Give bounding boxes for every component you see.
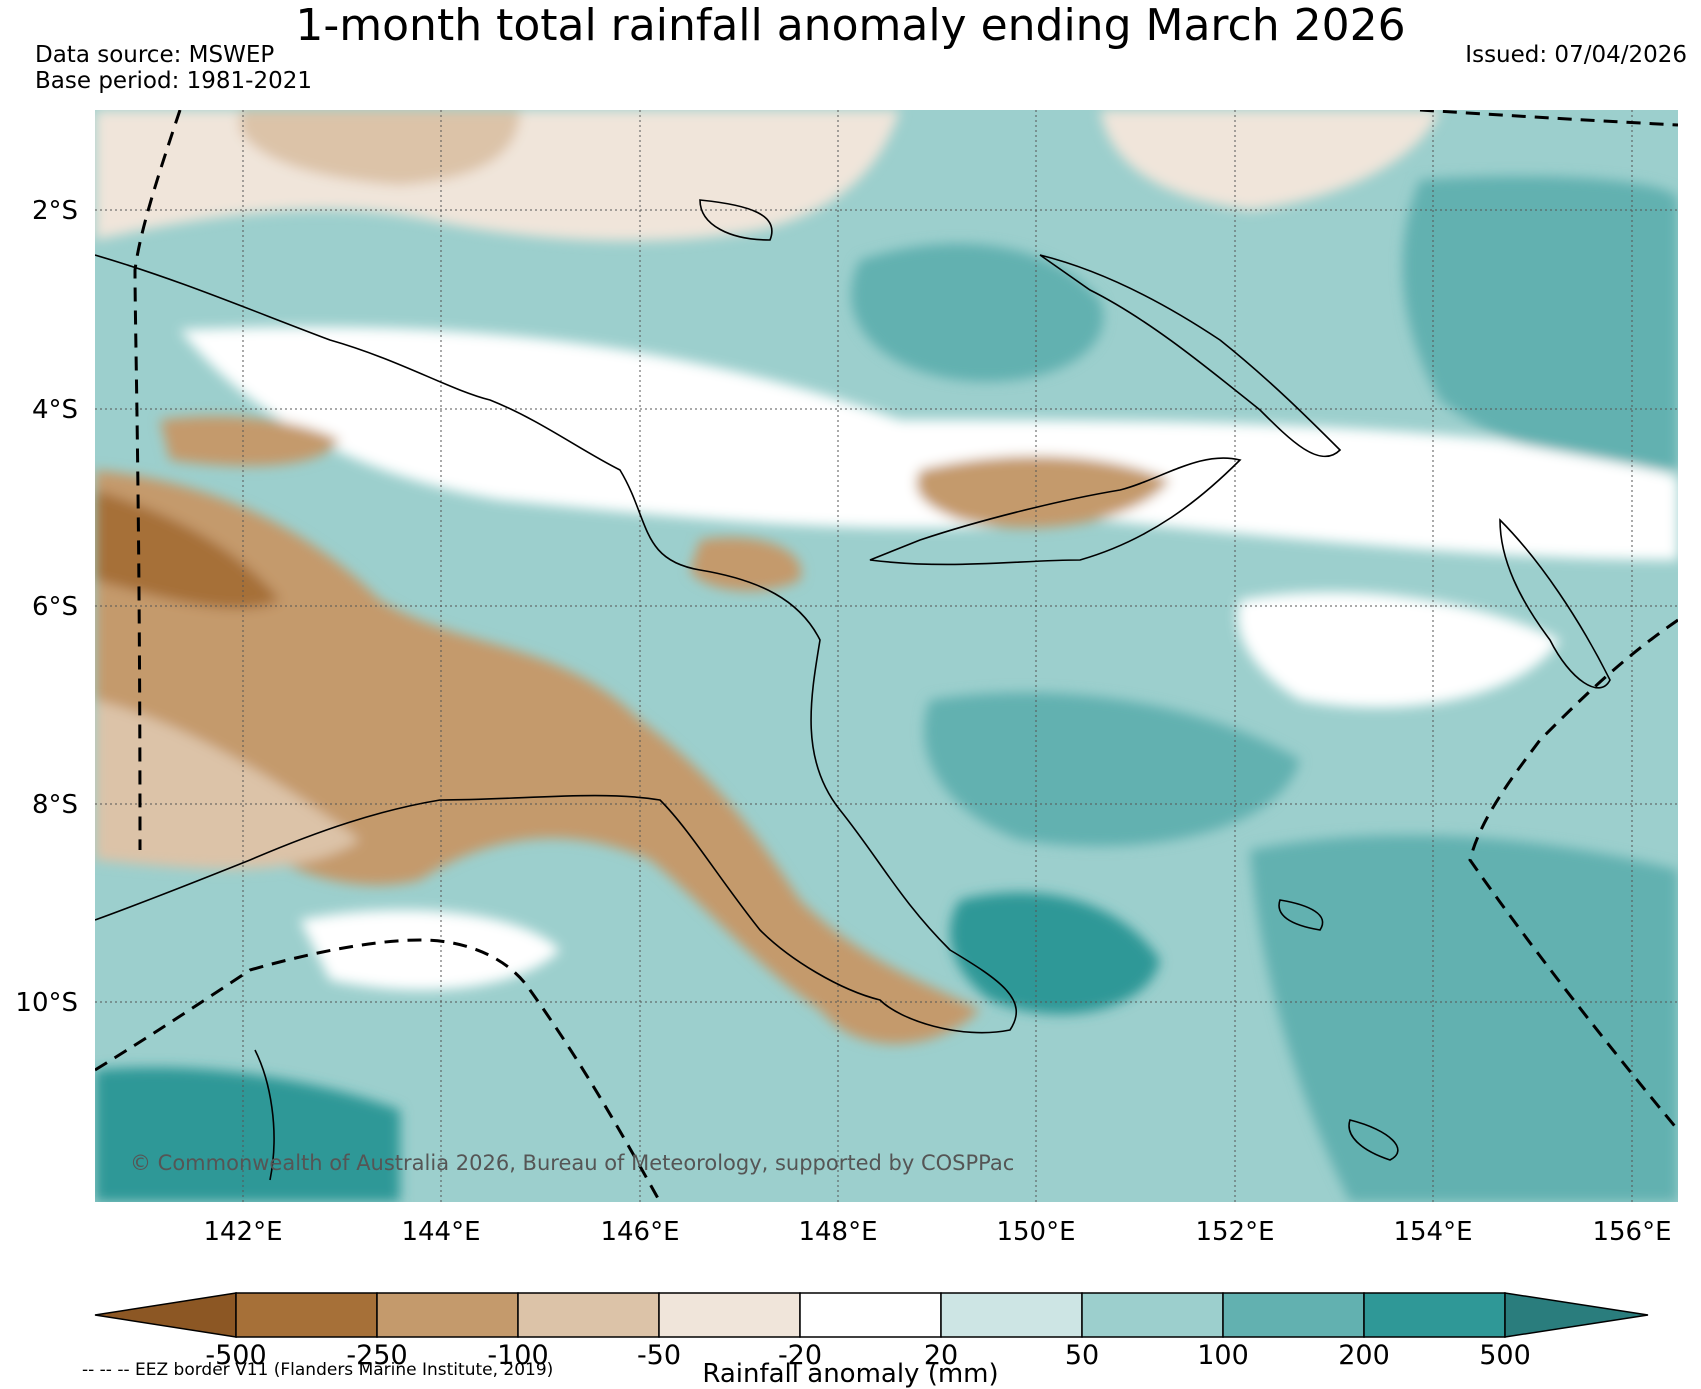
lon-label-146e: 146°E — [600, 1217, 679, 1247]
copyright-text: © Commonwealth of Australia 2026, Bureau… — [130, 1151, 1014, 1175]
northeast-wet-area — [1402, 176, 1678, 470]
rossel-coast — [1348, 1119, 1399, 1161]
data-info: Data source: MSWEP Base period: 1981-202… — [35, 42, 312, 94]
colorbar: -500 -250 -100 -50 -20 20 50 100 200 500 — [94, 1292, 1649, 1371]
new-ireland-coast — [1039, 254, 1342, 458]
lat-label-2s: 2°S — [32, 196, 78, 226]
lon-label-144e: 144°E — [401, 1217, 480, 1247]
eez-northeast — [1419, 110, 1678, 127]
colorbar-tick-label: -250 — [346, 1340, 407, 1371]
new-britain-dry-patch — [916, 456, 1170, 528]
colorbar-bin — [658, 1292, 801, 1338]
lon-label-152e: 152°E — [1195, 1217, 1274, 1247]
colorbar-bin — [235, 1292, 378, 1338]
colorbar-bin — [940, 1292, 1083, 1338]
colorbar-bin — [517, 1292, 660, 1338]
colorbar-bin — [1363, 1292, 1506, 1338]
central-neutral-band — [180, 326, 1678, 560]
solomon-sea-strong-wet — [950, 892, 1160, 1015]
lon-label-142e: 142°E — [203, 1217, 282, 1247]
manus-coast — [699, 199, 773, 241]
bougainville-neutral-patch — [1237, 592, 1560, 708]
new-britain-coast — [869, 457, 1242, 566]
longitude-labels: 142°E 144°E 146°E 148°E 150°E 152°E 154°… — [203, 1217, 1671, 1247]
graticule — [95, 110, 1678, 1202]
northeast-dry-patch — [1100, 110, 1440, 210]
lat-label-6s: 6°S — [32, 592, 78, 622]
map-title: 1-month total rainfall anomaly ending Ma… — [295, 0, 1406, 51]
mainland-coast — [95, 254, 1017, 1034]
lon-label-148e: 148°E — [798, 1217, 877, 1247]
colorbar-tick-label: -20 — [778, 1340, 822, 1371]
eez-east — [1468, 618, 1678, 1131]
colorbar-title: Rainfall anomaly (mm) — [702, 1359, 999, 1389]
colorbar-extend-low — [94, 1292, 237, 1338]
eez-borders — [95, 110, 1678, 1202]
colorbar-extend-high — [1504, 1292, 1649, 1338]
torres-strait-wet — [95, 1067, 400, 1202]
eez-south — [95, 938, 662, 1202]
colorbar-tick-label: 500 — [1479, 1340, 1531, 1371]
issued-date: Issued: 07/04/2026 — [1465, 42, 1687, 68]
colorbar-tick-label: -100 — [487, 1340, 548, 1371]
coral-sea-wet — [1250, 835, 1678, 1202]
gulf-neutral-patch — [300, 910, 560, 990]
colorbar-tick-label: -500 — [205, 1340, 266, 1371]
colorbar-tick-label: 20 — [924, 1340, 958, 1371]
colorbar-bin — [799, 1292, 942, 1338]
colorbar-bin — [376, 1292, 519, 1338]
north-dry-core — [240, 110, 520, 185]
bismarck-wet-patch — [851, 243, 1104, 382]
data-source-text: Data source: MSWEP — [35, 42, 275, 68]
anomaly-field: © Commonwealth of Australia 2026, Bureau… — [95, 110, 1678, 1202]
lon-label-150e: 150°E — [996, 1217, 1075, 1247]
lat-label-10s: 10°S — [15, 988, 78, 1018]
colorbar-tick-labels: -500 -250 -100 -50 -20 20 50 100 200 500 — [205, 1340, 1530, 1371]
colorbar-bin — [1222, 1292, 1365, 1338]
colorbar-tick-label: 100 — [1197, 1340, 1249, 1371]
colorbar-bins — [235, 1292, 1506, 1338]
lat-label-8s: 8°S — [32, 790, 78, 820]
solomon-sea-wet — [924, 692, 1300, 847]
lon-label-154e: 154°E — [1393, 1217, 1472, 1247]
lat-label-4s: 4°S — [32, 395, 78, 425]
colorbar-tick-label: 50 — [1065, 1340, 1099, 1371]
lon-label-156e: 156°E — [1592, 1217, 1671, 1247]
cape-york-coast — [254, 1049, 275, 1181]
coastlines — [95, 199, 1611, 1181]
sepik-dry-patch — [160, 416, 340, 466]
base-period-text: Base period: 1981-2021 — [35, 68, 313, 94]
eez-border-note: -- -- -- EEZ border V11 (Flanders Marine… — [82, 1360, 554, 1380]
colorbar-tick-label: -50 — [637, 1340, 681, 1371]
southwest-moderate-dry — [95, 700, 360, 869]
latitude-labels: 2°S 4°S 6°S 8°S 10°S — [15, 196, 78, 1018]
colorbar-tick-label: 200 — [1338, 1340, 1390, 1371]
eez-west — [133, 110, 182, 851]
colorbar-bin — [1081, 1292, 1224, 1338]
mainland-dry-zone — [95, 470, 980, 1044]
woodlark-coast — [1278, 899, 1324, 931]
bougainville-coast — [1499, 518, 1611, 689]
huon-dry-patch — [690, 537, 802, 591]
western-strong-dry — [95, 490, 280, 609]
